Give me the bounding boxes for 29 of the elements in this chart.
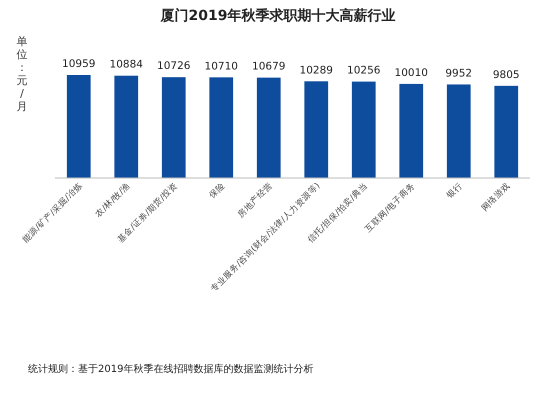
- data-label: 10289: [300, 64, 333, 76]
- bar: [446, 84, 471, 178]
- x-tick-label: 银行: [444, 180, 465, 202]
- x-tick-label: 网络游戏: [479, 180, 512, 214]
- data-label: 9952: [445, 67, 472, 80]
- bar: [114, 76, 138, 178]
- bar: [162, 77, 186, 178]
- chart-title: 厦门2019年秋季求职期十大高薪行业: [160, 7, 396, 24]
- text: 统计规则：基于2019年秋季在线招聘数据库的数据监测统计分析: [28, 363, 314, 375]
- data-label: 9805: [492, 68, 520, 81]
- bar: [399, 84, 424, 178]
- data-label: 10710: [204, 60, 238, 72]
- bar: [352, 82, 376, 178]
- bar: [209, 77, 234, 178]
- data-label: 10679: [252, 60, 286, 73]
- y-axis-title: 单位：元/月: [16, 35, 28, 113]
- data-label: 10726: [157, 60, 191, 72]
- x-tick-label: 能源/矿产/采掘/冶炼: [20, 180, 85, 246]
- data-label: 10884: [110, 58, 144, 71]
- data-label: 10010: [394, 66, 428, 79]
- data-label: 10256: [347, 64, 381, 77]
- x-tick-label: 保险: [206, 180, 228, 201]
- bar: [494, 86, 518, 178]
- x-tick-label: 房地产经营: [235, 180, 275, 220]
- x-tick-label: 农/林/牧/渔: [93, 180, 132, 220]
- bar: [256, 78, 281, 178]
- data-label: 10959: [62, 58, 96, 70]
- bar: [66, 75, 91, 178]
- bar: [304, 81, 328, 178]
